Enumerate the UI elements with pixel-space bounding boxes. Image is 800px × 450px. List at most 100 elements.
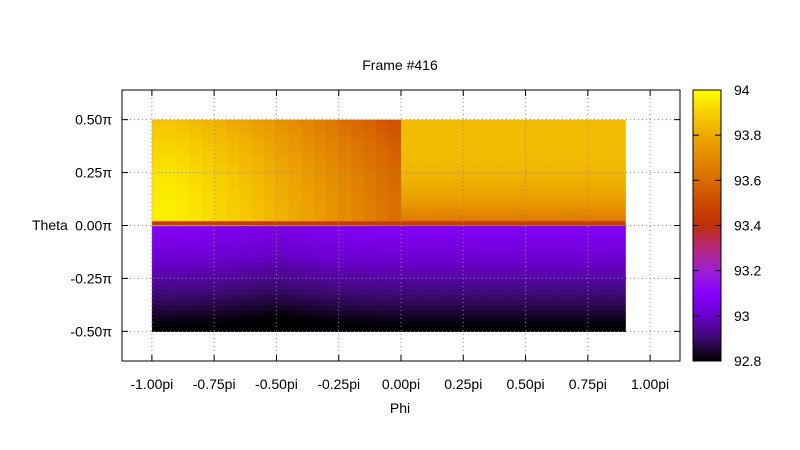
heatmap-cell — [214, 119, 228, 126]
heatmap-cell — [388, 304, 402, 311]
heatmap-cell — [525, 326, 539, 332]
heatmap-cell — [562, 167, 576, 174]
heatmap-cell — [176, 326, 190, 332]
heatmap-cell — [226, 151, 240, 158]
heatmap-cell — [263, 119, 278, 126]
heatmap-cell — [600, 183, 614, 190]
heatmap-cell — [612, 146, 626, 152]
heatmap-cell — [239, 146, 253, 152]
heatmap-cell — [538, 294, 552, 301]
heatmap-cell — [438, 214, 452, 221]
heatmap-cell — [600, 172, 614, 179]
heatmap-cell — [562, 146, 576, 152]
heatmap-cell — [562, 257, 576, 264]
heatmap-cell — [425, 177, 439, 184]
heatmap-cell — [612, 299, 626, 306]
heatmap-cell — [226, 257, 240, 264]
heatmap-cell — [276, 236, 290, 242]
heatmap-cell — [612, 251, 626, 258]
heatmap-cell — [189, 315, 203, 322]
heatmap-cell — [189, 130, 203, 137]
heatmap-cell — [363, 183, 377, 190]
heatmap-cell — [425, 246, 439, 253]
heatmap-cell — [600, 289, 614, 295]
heatmap-cell — [600, 278, 614, 285]
heatmap-cell — [239, 262, 253, 269]
heatmap-cell — [226, 246, 240, 253]
heatmap-cell — [214, 156, 228, 163]
heatmap-cell — [313, 230, 327, 237]
heatmap-cell — [288, 294, 302, 301]
heatmap-cell — [388, 204, 402, 211]
heatmap-cell — [575, 151, 589, 158]
heatmap-cell — [326, 299, 340, 306]
heatmap-cell — [587, 294, 601, 301]
heatmap-cell — [363, 299, 377, 306]
heatmap-cell — [164, 326, 178, 332]
heatmap-cell — [450, 289, 464, 295]
heatmap-cell — [226, 320, 240, 327]
heatmap-cell — [313, 241, 327, 248]
heatmap-cell — [450, 310, 464, 317]
heatmap-cell — [288, 267, 302, 274]
heatmap-cell — [338, 241, 352, 248]
heatmap-cell — [263, 320, 278, 327]
heatmap-cell — [575, 167, 589, 174]
heatmap-cell — [575, 289, 589, 295]
heatmap-cell — [575, 257, 589, 264]
heatmap-cell — [500, 146, 514, 152]
heatmap-cell — [214, 209, 228, 216]
heatmap-cell — [351, 209, 365, 216]
heatmap-cell — [463, 241, 477, 248]
heatmap-cell — [438, 140, 452, 147]
heatmap-cell — [488, 183, 502, 190]
heatmap-cell — [226, 167, 240, 174]
heatmap-cell — [226, 199, 240, 205]
heatmap-cell — [413, 326, 427, 332]
heatmap-cell — [587, 146, 601, 152]
heatmap-cell — [363, 156, 377, 163]
heatmap-cell — [425, 320, 439, 327]
heatmap-cell — [450, 278, 464, 285]
heatmap-cell — [176, 236, 190, 242]
heatmap-cell — [313, 172, 327, 179]
heatmap-cell — [313, 135, 327, 142]
heatmap-cell — [239, 246, 253, 253]
heatmap-cell — [263, 278, 278, 285]
heatmap-cell — [276, 193, 290, 200]
heatmap-cell — [550, 130, 564, 137]
heatmap-cell — [438, 246, 452, 253]
heatmap-cell — [612, 326, 626, 332]
heatmap-cell — [450, 230, 464, 237]
heatmap-cell — [338, 167, 352, 174]
heatmap-cell — [401, 257, 415, 264]
heatmap-cell — [164, 262, 178, 269]
heatmap-cell — [301, 326, 315, 332]
heatmap-cell — [288, 299, 302, 306]
heatmap-cell — [463, 273, 477, 280]
heatmap-cell — [338, 236, 352, 242]
heatmap-cell — [313, 273, 327, 280]
heatmap-cell — [263, 289, 278, 295]
heatmap-cell — [164, 320, 178, 327]
heatmap-cell — [363, 151, 377, 158]
heatmap-cell — [575, 199, 589, 205]
heatmap-cell — [401, 315, 415, 322]
heatmap-cell — [438, 315, 452, 322]
heatmap-cell — [363, 257, 377, 264]
heatmap-cell — [363, 310, 377, 317]
heatmap-cell — [226, 236, 240, 242]
heatmap-cell — [488, 124, 502, 131]
heatmap-cell — [488, 199, 502, 205]
heatmap-cell — [226, 156, 240, 163]
heatmap-cell — [562, 294, 576, 301]
heatmap-cell — [513, 161, 527, 168]
x-tick-label: 0.50pi — [506, 376, 544, 392]
colorbar-tick-label: 93.2 — [734, 263, 761, 279]
heatmap-cell — [463, 251, 477, 258]
heatmap-cell — [363, 124, 377, 131]
heatmap-cell — [363, 251, 377, 258]
heatmap-cell — [438, 262, 452, 269]
heatmap-cell — [401, 241, 415, 248]
heatmap-cell — [525, 299, 539, 306]
